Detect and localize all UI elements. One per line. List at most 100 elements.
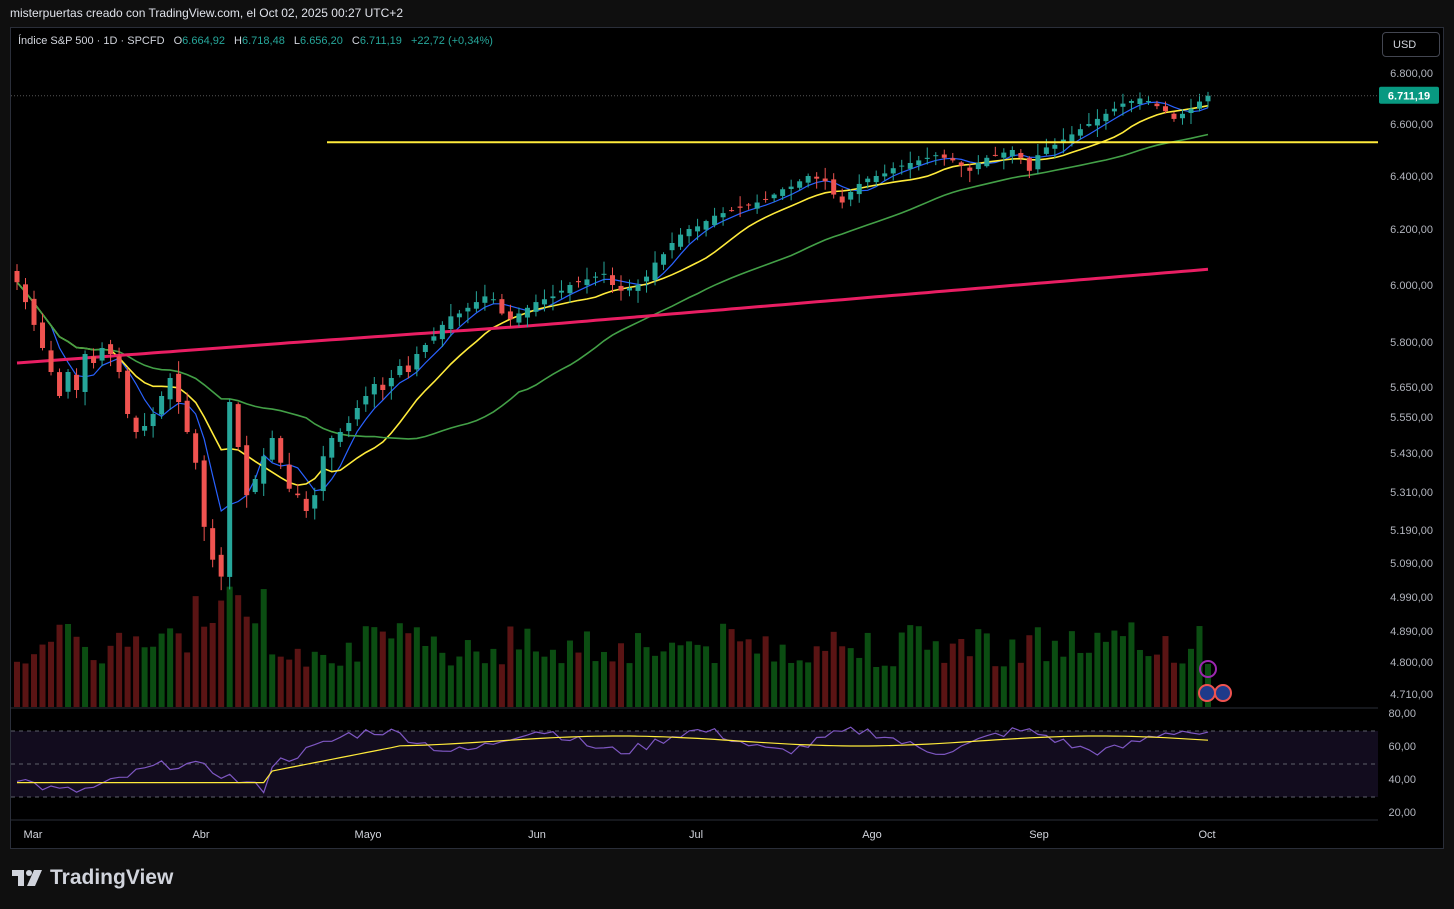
volume-bar [498,664,505,707]
volume-bar [643,647,650,707]
volume-bar [252,623,259,707]
candle-body [644,276,650,282]
volume-bar [22,663,29,707]
candle-body [1179,113,1185,119]
volume-bar [277,656,284,707]
change-value: +22,72 (+0,34%) [410,35,493,47]
candle-body [941,154,947,158]
candle-body [805,176,811,183]
candle-body [1035,155,1041,170]
candle-body [380,384,386,390]
candle-body [74,374,80,390]
candle-body [754,202,760,209]
volume-bar [524,628,531,707]
candle-body [235,404,241,447]
volume-bar [473,651,480,707]
candle-body [1077,129,1083,136]
volume-bar [56,624,63,707]
currency-button[interactable]: USD [1382,32,1440,57]
rsi-axis-tick: 60,00 [1388,741,1416,753]
volume-bar [549,649,556,707]
volume-bar [303,666,310,707]
volume-bar [294,648,301,707]
candle-body [958,162,964,166]
candle-body [303,498,309,511]
candle-body [916,160,922,166]
candle-body [405,365,411,372]
candle-body [652,262,658,281]
candle-body [661,254,667,265]
candle-body [907,163,913,169]
candle-body [371,384,377,395]
volume-bar [660,651,667,707]
tradingview-logo-icon [12,870,42,886]
candle-body [1001,152,1007,158]
candle-body [899,165,905,167]
volume-bar [992,666,999,707]
volume-bar [941,662,948,707]
tradingview-brand[interactable]: TradingView [12,866,173,890]
volume-bar [405,633,412,707]
x-axis-tick: Jul [689,829,703,841]
candle-body [31,298,37,325]
volume-bar [167,628,174,707]
volume-bar [890,666,897,707]
volume-bar [958,638,965,707]
volume-bar [413,627,420,707]
volume-bar [592,661,599,707]
candle-body [1171,113,1177,119]
candle-body [252,479,258,493]
candle-body [1060,139,1066,143]
volume-bar [881,665,888,707]
y-axis-tick: 5.190,00 [1390,525,1433,537]
symbol-label[interactable]: Índice S&P 500 · 1D · SPCFD [18,35,165,47]
volume-bar [371,627,378,707]
candle-body [473,302,479,309]
candle-body [278,438,284,463]
volume-bar [864,632,871,707]
candle-body [678,234,684,247]
volume-bar [541,656,548,707]
volume-bar [626,663,633,707]
candle-body [516,313,522,323]
volume-bar [609,661,616,707]
volume-bar [669,642,676,707]
candle-body [269,438,275,460]
volume-bar [771,661,778,707]
candle-body [822,178,828,182]
candle-body [610,275,615,285]
candle-body [984,157,990,167]
volume-bar [1111,630,1118,707]
last-price-tag [1379,86,1439,104]
volume-bar [830,631,837,707]
volume-bar [73,636,80,707]
candle-body [116,356,122,372]
volume-bar [82,646,89,707]
candle-body [882,173,888,177]
volume-bar [813,646,820,707]
y-axis-tick: 5.650,00 [1390,382,1433,394]
candle-body [763,198,769,200]
candle-body [354,408,360,420]
volume-bar [107,645,114,707]
candle-body [397,366,403,376]
volume-bar [1102,641,1109,707]
candle-body [1043,147,1049,154]
x-axis-tick: Abr [192,829,209,841]
volume-bar [515,649,522,707]
volume-bar [558,663,565,707]
close-value: 6.711,19 [359,35,402,47]
x-axis-tick: Mayo [355,829,382,841]
candle-body [490,299,496,301]
volume-bar [703,646,710,707]
candle-body [541,299,547,305]
candle-body [346,423,352,432]
us-flag-icon [1198,684,1216,702]
y-axis-tick: 5.800,00 [1390,337,1433,349]
volume-bar [737,641,744,707]
candle-body [848,191,854,200]
volume-bar [618,643,625,707]
volume-bar [1034,627,1041,707]
volume-bar [805,662,812,707]
